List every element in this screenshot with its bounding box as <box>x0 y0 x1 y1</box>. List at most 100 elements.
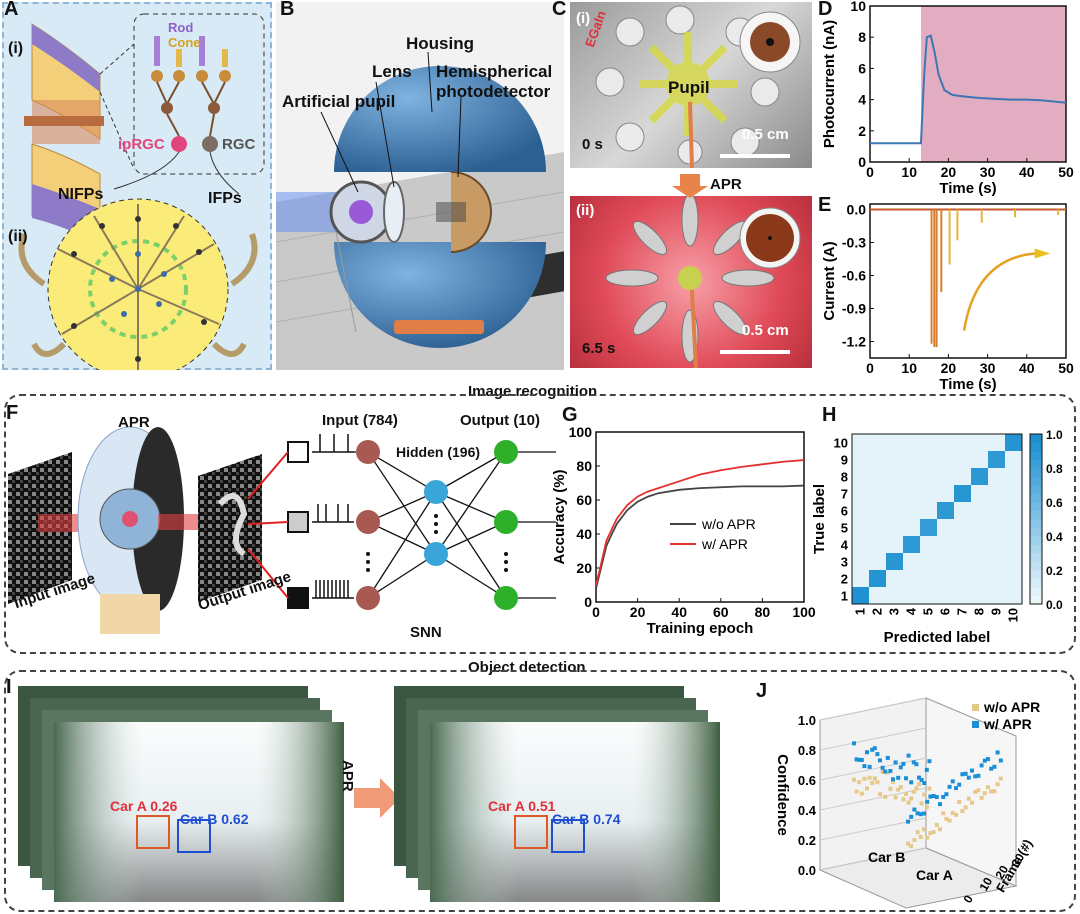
z-grid <box>819 757 927 781</box>
heatmap-cell <box>886 570 903 587</box>
heatmap-cell <box>920 587 937 604</box>
car-b-box-right <box>551 819 585 853</box>
heatmap-cell <box>920 536 937 553</box>
heatmap-cell <box>954 570 971 587</box>
y-tick-label: 6 <box>858 60 866 76</box>
panel-label-e: E <box>818 194 832 216</box>
heatmap-cell <box>1005 519 1022 536</box>
x-tick-label: 60 <box>713 604 729 620</box>
z-grid <box>819 727 927 751</box>
heatmap-cell <box>869 519 886 536</box>
scatter-point <box>938 802 942 807</box>
heatmap-cell <box>954 451 971 468</box>
heatmap-cell <box>852 553 869 570</box>
scatter-point <box>919 801 924 806</box>
heatmap-cell <box>954 536 971 553</box>
panel-a-illustration <box>18 13 265 370</box>
x-tick-label: 40 <box>1019 164 1035 180</box>
heatmap-cell <box>988 434 1005 451</box>
y-tick-label: 4 <box>858 92 866 108</box>
heatmap-cell <box>903 587 920 604</box>
scatter-point <box>979 795 984 800</box>
scatter-point <box>852 777 856 782</box>
photocurrent-line <box>870 34 1067 145</box>
scatter-point <box>865 786 869 791</box>
scatter-point <box>963 805 968 810</box>
colorbar-tick-label: 0.6 <box>1046 496 1063 510</box>
heatmap-cell <box>1005 570 1022 587</box>
colorbar-segment <box>1030 578 1042 588</box>
scatter-point <box>917 782 921 787</box>
heatmap-cell <box>886 485 903 502</box>
y-tick-label: 8 <box>841 470 848 485</box>
heatmap-cell <box>869 587 886 604</box>
scatter-point <box>938 827 942 832</box>
scatter-point <box>888 786 893 791</box>
scatter-point <box>880 769 885 774</box>
heatmap-cell <box>869 502 886 519</box>
object-detection-box <box>4 670 1076 912</box>
frame-tick-label: 30 <box>1008 851 1027 870</box>
scatter-point <box>927 759 932 764</box>
apr-arrow-c <box>672 174 708 198</box>
heatmap-cell <box>886 451 903 468</box>
heatmap-cell <box>988 587 1005 604</box>
y-tick-label: 8 <box>858 29 866 45</box>
heatmap-cell <box>971 468 988 485</box>
colorbar-tick-label: 0.0 <box>1046 598 1063 612</box>
x-tick-label: 8 <box>972 608 987 615</box>
y-tick-label: -0.9 <box>842 301 866 317</box>
panel-c-sub-i: (i) <box>576 10 591 27</box>
panel-label-h: H <box>822 404 837 426</box>
colorbar-segment <box>1030 519 1042 528</box>
scatter-point <box>901 761 906 766</box>
colorbar-tick-label: 0.2 <box>1046 564 1063 578</box>
heatmap-cell <box>920 553 937 570</box>
x-tick-label: 30 <box>980 164 996 180</box>
scatter-point <box>865 750 869 755</box>
x-tick-label: 5 <box>921 608 936 615</box>
category-label-car-a: Car A <box>916 867 953 883</box>
heatmap-cell <box>1005 434 1022 451</box>
apr-label-c: APR <box>710 176 742 193</box>
colorbar-segment <box>1030 476 1042 486</box>
scatter-point <box>888 768 893 773</box>
scatter-point <box>922 792 927 797</box>
heatmap-cell <box>971 519 988 536</box>
time-65s: 6.5 s <box>582 340 616 357</box>
heatmap-cell <box>954 553 971 570</box>
x-tick-label: 9 <box>989 608 1004 615</box>
scatter-point <box>927 786 932 791</box>
scatter-point <box>931 830 936 835</box>
heatmap-cell <box>971 553 988 570</box>
scatter-point <box>928 831 933 836</box>
apr-snn-illustration <box>8 426 556 634</box>
heatmap-cell <box>988 553 1005 570</box>
scatter-point <box>973 774 978 779</box>
scatter-point <box>928 794 933 799</box>
scatter-point <box>922 827 926 832</box>
z-grid <box>819 847 927 871</box>
scatter-point <box>891 777 895 782</box>
pupil-pattern-top <box>595 5 801 169</box>
heatmap-cell <box>869 468 886 485</box>
scatter-point <box>960 772 965 777</box>
accuracy-chart: 0 20 40 60 80 100 0 20 40 60 80 100 Training epoch Ac… <box>551 424 816 637</box>
scatter-point <box>919 777 924 782</box>
y-tick-label: 6 <box>841 504 848 519</box>
panel-label-f: F <box>6 402 19 424</box>
scatter-point <box>898 785 903 790</box>
heatmap-cell <box>937 553 954 570</box>
heatmap-cell <box>971 451 988 468</box>
accuracy-line-0 <box>595 484 805 589</box>
x-tick-label: 7 <box>955 608 970 615</box>
heatmap-cell <box>920 519 937 536</box>
x-tick-label: 20 <box>941 164 957 180</box>
heatmap-cell <box>937 570 954 587</box>
heatmap-cell <box>852 485 869 502</box>
legend-label-0: w/o APR <box>701 516 756 532</box>
x-tick-label: 80 <box>755 604 771 620</box>
scatter-point <box>883 794 888 799</box>
y-tick-label: 0 <box>584 594 592 610</box>
heatmap-cell <box>954 485 971 502</box>
